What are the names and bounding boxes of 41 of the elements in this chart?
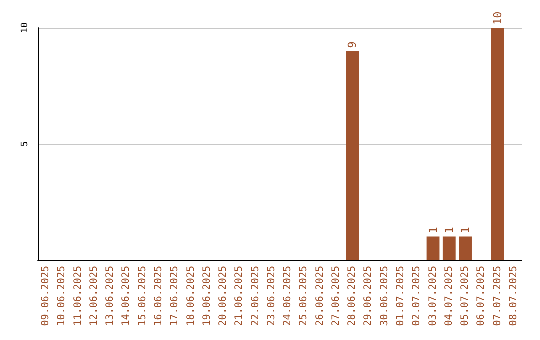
x-tick-label: 21.06.2025 <box>234 266 246 326</box>
x-tick-label: 27.06.2025 <box>330 266 342 326</box>
x-tick-label: 10.06.2025 <box>56 266 68 326</box>
x-tick-label: 09.06.2025 <box>40 266 52 326</box>
x-tick-label: 07.07.2025 <box>492 266 504 326</box>
x-tick-label: 11.06.2025 <box>72 266 84 326</box>
bar <box>442 236 456 260</box>
bar <box>459 236 472 260</box>
x-tick-label: 28.06.2025 <box>347 266 358 326</box>
x-tick-label: 22.06.2025 <box>250 266 262 326</box>
x-tick-label: 14.06.2025 <box>121 266 132 326</box>
x-tick-label: 06.07.2025 <box>476 266 488 326</box>
x-tick-label: 13.06.2025 <box>105 266 116 326</box>
y-tick-label: 5 <box>20 141 30 147</box>
bar <box>346 51 360 260</box>
x-tick-label: 05.07.2025 <box>460 266 472 326</box>
x-tick-label: 20.06.2025 <box>218 266 230 326</box>
x-tick-label: 01.07.2025 <box>396 266 406 326</box>
x-tick-label: 29.06.2025 <box>363 266 374 326</box>
x-tick-label: 03.07.2025 <box>428 266 439 326</box>
x-tick-label: 23.06.2025 <box>266 266 278 326</box>
data-label: 1 <box>442 227 456 234</box>
x-tick-label: 26.06.2025 <box>314 266 326 326</box>
data-label: 1 <box>459 227 472 234</box>
data-label: 1 <box>426 227 440 234</box>
x-tick-label: 18.06.2025 <box>186 266 197 326</box>
x-tick-label: 17.06.2025 <box>170 266 181 326</box>
x-tick-label: 16.06.2025 <box>154 266 164 326</box>
x-tick-label: 15.06.2025 <box>137 266 148 326</box>
x-tick-label: 19.06.2025 <box>202 266 213 326</box>
x-tick-label: 12.06.2025 <box>88 266 100 326</box>
x-tick-label: 08.07.2025 <box>508 266 520 326</box>
bar <box>491 28 504 260</box>
x-tick-label: 24.06.2025 <box>282 266 294 326</box>
x-tick-label: 02.07.2025 <box>412 266 423 326</box>
x-tick-label: 04.07.2025 <box>444 266 455 326</box>
x-tick-label: 25.06.2025 <box>298 266 310 326</box>
data-label: 10 <box>491 12 504 25</box>
data-label: 9 <box>346 42 360 48</box>
x-tick-label: 30.06.2025 <box>379 266 390 326</box>
bar <box>426 236 440 260</box>
